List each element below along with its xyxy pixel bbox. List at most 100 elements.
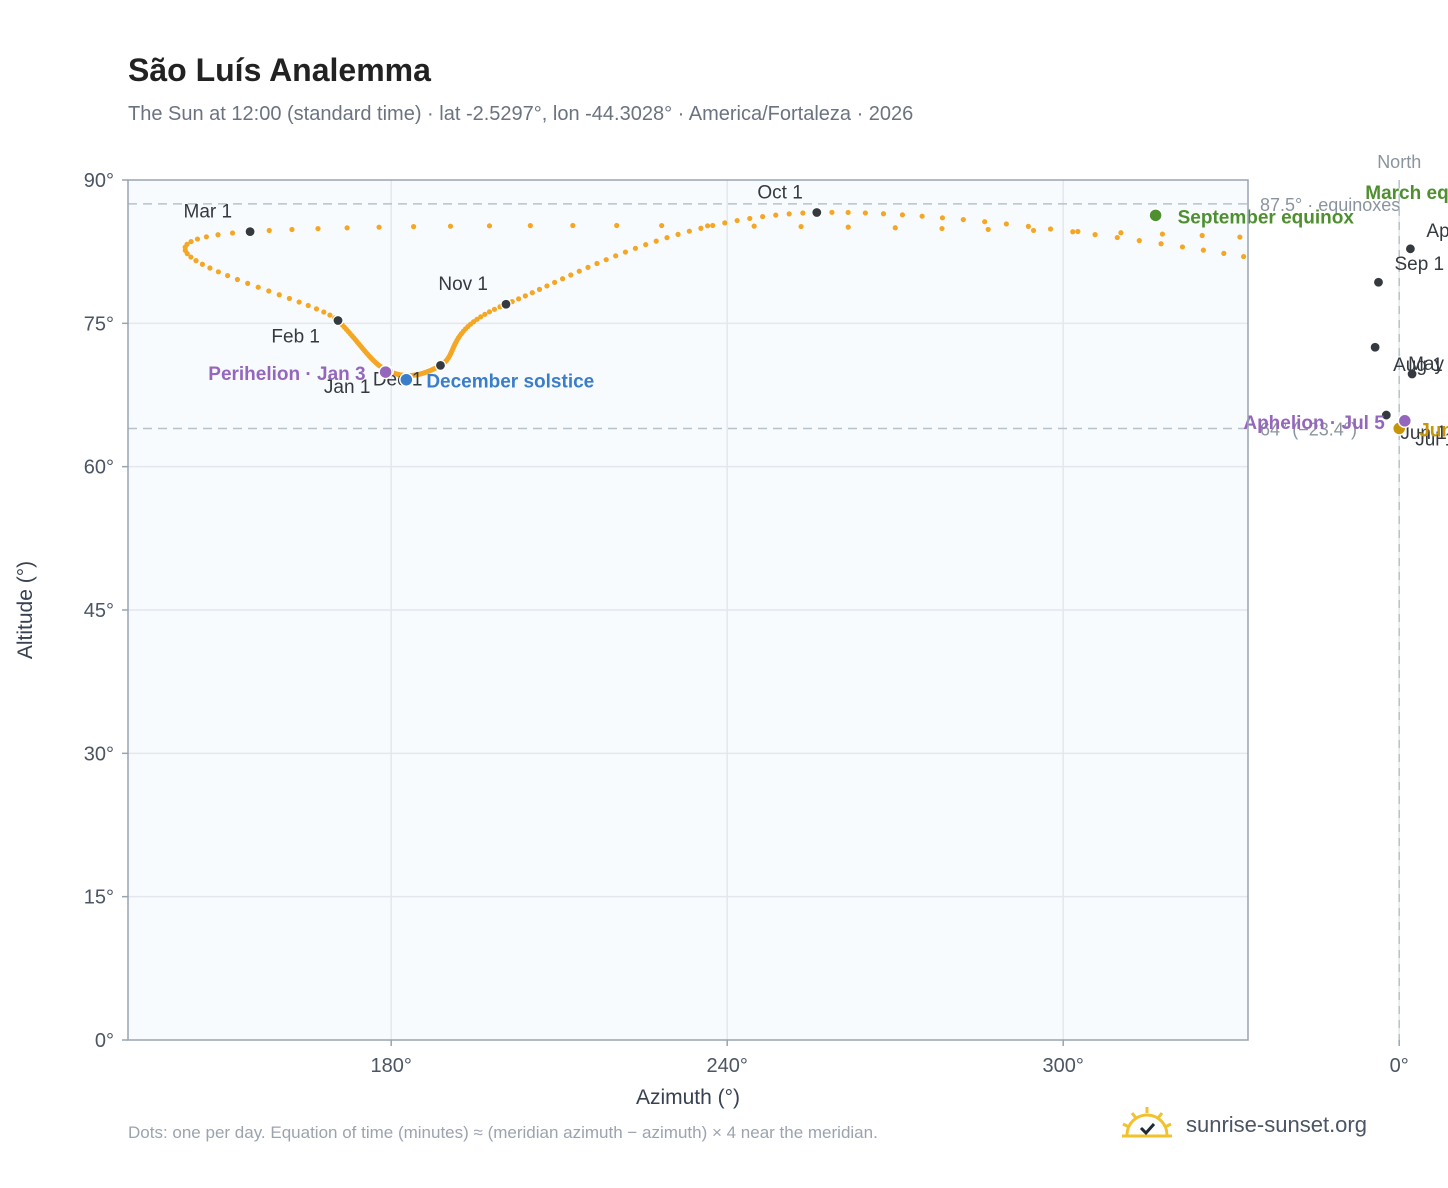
- event-marker: [1148, 208, 1163, 223]
- daily-dot: [751, 223, 757, 229]
- daily-dot: [798, 223, 804, 230]
- daily-dot: [614, 222, 620, 229]
- month-marker: [434, 359, 447, 371]
- daily-dot: [1199, 232, 1205, 239]
- daily-dot: [1070, 229, 1076, 235]
- daily-dot: [734, 217, 740, 224]
- daily-dot: [327, 312, 333, 318]
- daily-dot: [800, 210, 806, 216]
- daily-dot: [698, 225, 704, 231]
- daily-dot: [1092, 232, 1098, 238]
- month-marker-label: Apr 1: [1426, 221, 1448, 242]
- daily-dot: [568, 272, 574, 278]
- daily-dot: [544, 283, 550, 289]
- month-marker: [1404, 243, 1417, 255]
- daily-dot: [536, 286, 543, 292]
- month-marker: [1372, 276, 1385, 288]
- event-marker: [1397, 413, 1413, 429]
- daily-dot: [710, 222, 716, 229]
- daily-dot: [899, 212, 906, 218]
- daily-dot: [552, 279, 558, 285]
- daily-dot: [1047, 226, 1054, 232]
- daily-dot: [482, 311, 488, 317]
- daily-dot: [1025, 223, 1031, 229]
- daily-dot: [296, 299, 302, 305]
- y-tick-label: 90°: [84, 170, 114, 192]
- month-marker-label: Aug 1: [1393, 355, 1443, 376]
- daily-dot: [447, 223, 454, 229]
- daily-dot: [675, 231, 681, 237]
- daily-dot: [486, 223, 493, 229]
- daily-dot: [344, 225, 350, 231]
- footnote: Dots: one per day. Equation of time (min…: [128, 1123, 878, 1142]
- daily-dot: [603, 257, 609, 263]
- sun-logo-icon: [1122, 1107, 1172, 1138]
- daily-dot: [234, 276, 241, 283]
- daily-dot: [1237, 234, 1243, 240]
- month-marker-label: Jan 1: [324, 377, 370, 398]
- reference-line-label: 87.5° · equinoxes: [1260, 195, 1400, 215]
- daily-dot: [255, 284, 261, 290]
- event-markers: March equinox September equinox December s…: [208, 183, 1448, 442]
- month-marker: [244, 226, 256, 238]
- daily-dot: [845, 224, 851, 230]
- daily-dot: [653, 238, 659, 244]
- daily-dot: [939, 215, 946, 221]
- axes: 180°240°300°0°60°120°0°15°30°45°60°75°90…: [84, 170, 1409, 1077]
- daily-dot: [245, 280, 251, 286]
- month-marker-label: Mar 1: [184, 202, 233, 223]
- brand[interactable]: sunrise-sunset.org: [1120, 1100, 1367, 1150]
- event-label: September equinox: [1178, 207, 1355, 228]
- y-axis-label: Altitude (°): [14, 561, 37, 659]
- daily-dot: [289, 226, 295, 233]
- month-marker: [1406, 368, 1418, 380]
- daily-dot: [982, 219, 988, 225]
- event-label: December solstice: [426, 372, 594, 393]
- month-marker-label: May 1: [1408, 354, 1448, 375]
- y-tick-label: 75°: [84, 313, 114, 335]
- daily-dot: [829, 209, 835, 215]
- daily-dot: [576, 268, 582, 274]
- daily-dot: [786, 211, 792, 217]
- daily-dot: [1159, 231, 1166, 237]
- daily-dot: [892, 225, 898, 231]
- daily-dot: [188, 238, 194, 245]
- daily-dot: [527, 223, 533, 229]
- y-tick-label: 30°: [84, 743, 114, 765]
- daily-dot: [1075, 228, 1081, 235]
- daily-dot: [286, 295, 293, 302]
- y-tick-label: 15°: [84, 887, 114, 909]
- month-marker-label: Oct 1: [757, 182, 802, 203]
- daily-dot: [478, 314, 484, 320]
- daily-dot: [1200, 247, 1207, 253]
- month-marker: [1369, 341, 1381, 353]
- daily-dot: [207, 265, 213, 271]
- daily-dot: [862, 210, 868, 216]
- y-tick-label: 45°: [84, 600, 114, 622]
- daily-dot: [266, 227, 272, 234]
- daily-dot: [516, 296, 522, 302]
- daily-dot: [194, 236, 201, 242]
- daily-dot: [880, 211, 887, 217]
- x-tick-label: 180°: [371, 1055, 412, 1077]
- daily-dot: [585, 264, 591, 270]
- daily-dot: [622, 249, 629, 255]
- daily-dot: [305, 302, 311, 309]
- brand-name: sunrise-sunset.org: [1186, 1112, 1367, 1137]
- month-marker-label: Nov 1: [438, 274, 488, 295]
- month-marker-label: Feb 1: [271, 326, 320, 347]
- daily-dot: [1136, 238, 1142, 244]
- daily-dot: [1118, 230, 1124, 236]
- meridian-line: North: [1377, 152, 1421, 1040]
- daily-dot: [313, 306, 320, 312]
- daily-dot: [1003, 221, 1009, 227]
- y-tick-label: 0°: [95, 1030, 114, 1052]
- daily-dot: [985, 226, 991, 233]
- daily-dot: [704, 223, 711, 229]
- daily-dot: [199, 261, 205, 267]
- daily-dot: [522, 293, 528, 299]
- month-marker: [500, 298, 512, 310]
- reference-line-label: 64° (−23.4°): [1260, 419, 1357, 439]
